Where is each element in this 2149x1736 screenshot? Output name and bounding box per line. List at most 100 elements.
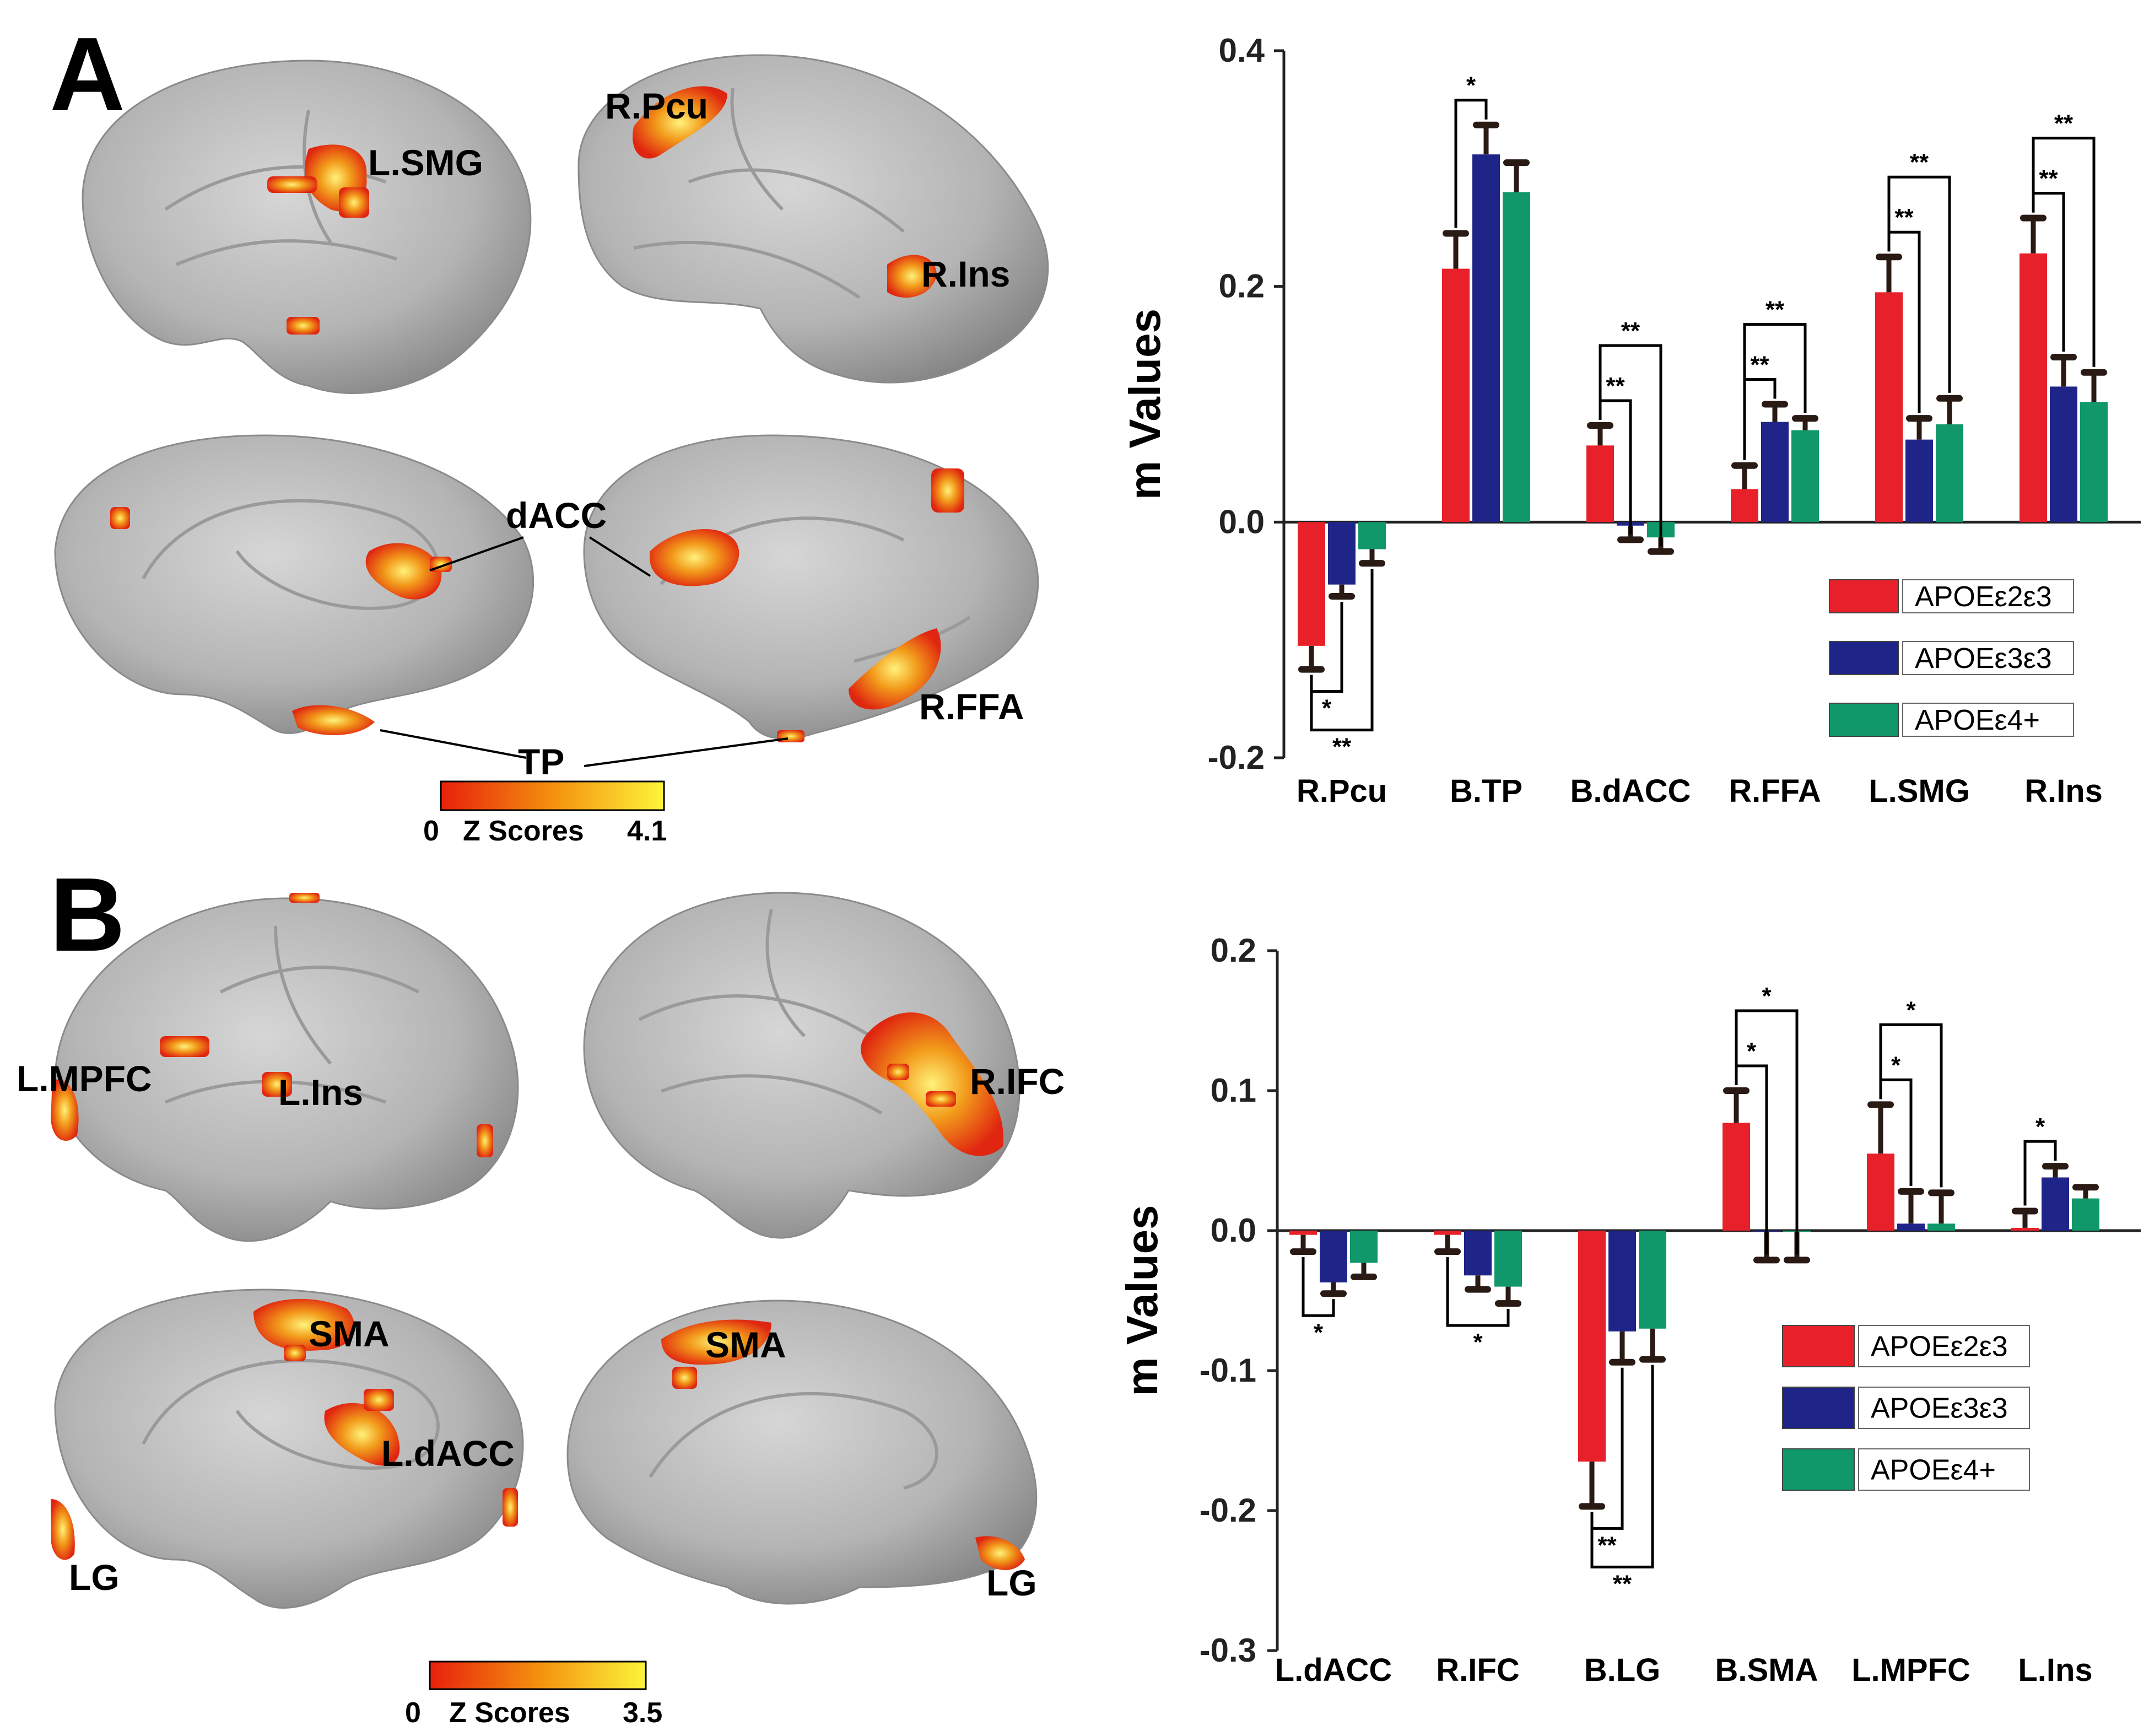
legend-box xyxy=(1858,1325,2030,1367)
sig-bracket xyxy=(1887,175,1951,393)
label-sma-right: SMA xyxy=(705,1324,786,1365)
label-rpcu: R.Pcu xyxy=(605,85,708,126)
colorbar-b-label: Z Scores xyxy=(449,1697,570,1729)
bar xyxy=(1578,1231,1606,1462)
label-sma-left: SMA xyxy=(309,1313,390,1354)
bar-chart-a: -0.2 0.0 0.2 0.4 m Values R.Pcu B.TP B.dACC R.FF… xyxy=(1120,32,2141,809)
blob-sma-ldacc xyxy=(51,1298,518,1560)
category-label: L.SMG xyxy=(1869,773,1970,809)
bar xyxy=(2042,1177,2069,1231)
sig-marker: ** xyxy=(1597,1532,1617,1559)
legend-swatch xyxy=(1829,703,1899,737)
sig-bracket xyxy=(1590,1365,1654,1568)
sig-marker: ** xyxy=(2054,110,2074,137)
legend-label: APOEε4+ xyxy=(1871,1454,1996,1486)
bar xyxy=(1586,445,1614,522)
bar xyxy=(1867,1153,1894,1231)
legend-box xyxy=(1902,579,2074,613)
bar xyxy=(2050,386,2077,522)
bar xyxy=(2011,1227,2039,1231)
y-tick-label: 0.4 xyxy=(1219,32,1265,69)
y-tick-label: -0.2 xyxy=(1200,1492,1256,1529)
category-label: R.IFC xyxy=(1436,1652,1519,1688)
panel-b-letter: B xyxy=(50,856,125,973)
sig-bracket xyxy=(1302,1257,1335,1317)
colorbar-a-max: 4.1 xyxy=(627,815,667,847)
colorbar-b-max: 3.5 xyxy=(623,1697,662,1729)
blob-dacc xyxy=(110,507,452,735)
bar xyxy=(2020,253,2047,522)
category-label: R.Pcu xyxy=(1297,773,1387,809)
sig-marker: ** xyxy=(1750,352,1769,379)
bar-chart-b: -0.3 -0.2 -0.1 0.0 0.1 0.2 m Values L.dACC R.IFC… xyxy=(1117,932,2141,1688)
sig-marker: ** xyxy=(1765,296,1785,324)
sig-marker: * xyxy=(1322,695,1332,722)
bar xyxy=(1905,439,1933,522)
category-label: B.dACC xyxy=(1570,773,1691,809)
bar xyxy=(1723,1123,1750,1231)
sig-bracket xyxy=(1735,1009,1799,1255)
label-rffa: R.FFA xyxy=(919,686,1024,727)
bar xyxy=(1472,154,1500,522)
sig-marker: ** xyxy=(1613,1570,1632,1597)
sig-bracket xyxy=(1454,99,1488,228)
y-axis-label: m Values xyxy=(1120,309,1169,500)
label-lins: L.Ins xyxy=(278,1072,363,1113)
blob-sma-lg-right xyxy=(661,1319,1025,1570)
sig-marker: * xyxy=(1762,983,1772,1010)
sig-marker: ** xyxy=(2039,165,2058,192)
colorbar-b xyxy=(429,1660,647,1690)
legend-swatch xyxy=(1829,579,1899,613)
category-label: R.Ins xyxy=(2024,773,2103,809)
sig-marker: * xyxy=(1747,1038,1757,1065)
legend-label: APOEε2ε3 xyxy=(1915,581,2052,613)
label-lsmg: L.SMG xyxy=(368,142,483,183)
blob-lsmg xyxy=(267,144,369,335)
bar xyxy=(1350,1231,1378,1263)
bar xyxy=(1897,1223,1925,1231)
panel-a-letter: A xyxy=(50,16,125,133)
legend-label: APOEε3ε3 xyxy=(1915,643,2052,675)
legend-box xyxy=(1902,641,2074,675)
blob-rpcu-rins xyxy=(633,86,937,298)
legend-box xyxy=(1858,1448,2030,1491)
y-axis-label: m Values xyxy=(1117,1205,1167,1397)
colorbar-a xyxy=(440,780,665,811)
bar xyxy=(1358,522,1386,549)
category-label: L.dACC xyxy=(1275,1652,1392,1688)
bar xyxy=(1731,489,1758,522)
legend-swatch xyxy=(1782,1387,1855,1429)
sig-marker: ** xyxy=(1894,204,1914,231)
brain-a-medial-left xyxy=(54,434,534,734)
label-rifc: R.IFC xyxy=(970,1061,1065,1102)
bar xyxy=(1320,1231,1347,1282)
blob-rifc xyxy=(861,1012,1003,1156)
category-label: L.Ins xyxy=(2018,1652,2092,1688)
category-label: R.FFA xyxy=(1729,773,1821,809)
y-tick-label: -0.3 xyxy=(1200,1632,1256,1669)
leader-lines-a xyxy=(380,536,789,767)
sig-marker: * xyxy=(1473,1329,1483,1356)
sig-bracket xyxy=(1446,1257,1510,1327)
sig-marker: * xyxy=(2035,1113,2045,1140)
label-tp: TP xyxy=(518,741,564,782)
blob-lmpfc-lins xyxy=(51,893,493,1157)
bar xyxy=(1927,1223,1955,1231)
label-lg-right: LG xyxy=(986,1562,1037,1603)
sig-bracket xyxy=(2032,137,2096,367)
label-ldacc: L.dACC xyxy=(381,1433,515,1474)
category-label: B.LG xyxy=(1584,1652,1661,1688)
y-tick-label: 0.1 xyxy=(1211,1072,1256,1109)
sig-marker: * xyxy=(1466,72,1476,99)
sig-marker: * xyxy=(1891,1052,1901,1079)
bar xyxy=(1494,1231,1522,1287)
sig-bracket xyxy=(1743,323,1807,460)
sig-marker: ** xyxy=(1621,317,1640,344)
sig-bracket xyxy=(1310,569,1374,732)
category-label: L.MPFC xyxy=(1851,1652,1970,1688)
bar xyxy=(1434,1231,1461,1235)
brain-b-medial-right xyxy=(566,1300,1038,1605)
bar xyxy=(2072,1198,2099,1231)
label-lg-left: LG xyxy=(69,1557,120,1598)
